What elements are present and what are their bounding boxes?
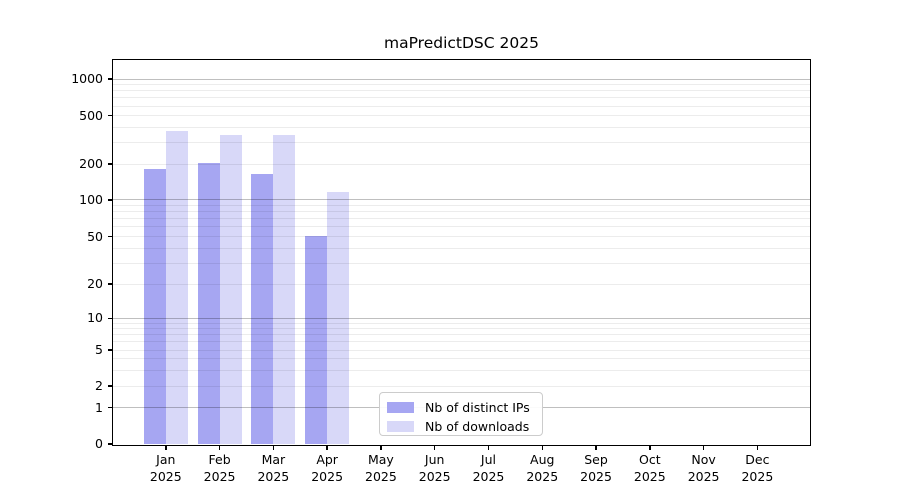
gridline-minor <box>113 262 810 264</box>
gridline-minor <box>113 97 810 99</box>
legend-item-downloads: Nb of downloads <box>380 417 542 436</box>
gridline-minor <box>113 226 810 228</box>
x-tick-label: Jul 2025 <box>472 452 505 484</box>
x-tick-mark <box>541 445 543 450</box>
bar-distinct-ips <box>251 173 274 444</box>
x-tick-label: Dec 2025 <box>741 452 774 484</box>
gridline-minor <box>113 218 810 220</box>
gridline-minor <box>113 84 810 86</box>
legend-swatch-distinct-ips <box>387 402 414 413</box>
x-tick-mark <box>595 445 597 450</box>
y-tick-label: 2 <box>95 378 103 393</box>
y-tick-label: 200 <box>79 156 103 171</box>
y-tick-mark <box>107 163 113 165</box>
x-tick-mark <box>433 445 436 450</box>
x-tick-mark <box>380 445 382 450</box>
x-tick-label: May 2025 <box>365 452 397 484</box>
gridline-minor <box>113 204 810 206</box>
y-tick-mark <box>107 443 113 445</box>
gridline-major <box>113 317 810 319</box>
gridline-minor <box>113 236 810 238</box>
gridline-minor <box>113 142 810 144</box>
x-tick-label: Aug 2025 <box>526 452 559 484</box>
legend-swatch-downloads <box>387 421 414 432</box>
x-tick-mark <box>649 445 651 450</box>
gridline-minor <box>113 126 810 128</box>
x-tick-mark <box>756 445 759 450</box>
gridline-minor <box>113 334 810 336</box>
x-tick-mark <box>218 445 221 450</box>
gridline-minor <box>113 369 810 371</box>
gridline-major <box>113 78 810 80</box>
x-tick-mark <box>702 445 705 450</box>
y-tick-label: 100 <box>79 191 103 207</box>
y-tick-mark <box>107 235 113 238</box>
y-tick-label: 500 <box>79 107 103 123</box>
legend-label-downloads: Nb of downloads <box>425 419 530 434</box>
x-tick-label: Oct 2025 <box>633 452 666 484</box>
y-tick-mark <box>107 199 113 201</box>
x-tick-label: Jun 2025 <box>418 452 451 484</box>
gridline-minor <box>113 163 810 165</box>
bar-downloads <box>165 130 188 444</box>
gridline-minor <box>113 349 810 351</box>
y-tick-mark <box>107 114 113 117</box>
x-tick-mark <box>326 445 328 450</box>
gridline-minor <box>113 105 810 107</box>
y-tick-mark <box>107 78 113 80</box>
y-tick-label: 1000 <box>71 71 103 86</box>
gridline-minor <box>113 385 810 387</box>
x-tick-label: Feb 2025 <box>203 452 236 484</box>
bar-distinct-ips <box>305 235 328 444</box>
gridline-minor <box>113 211 810 213</box>
bar-downloads <box>273 135 296 444</box>
gridline-minor <box>113 90 810 92</box>
y-tick-label: 5 <box>95 342 103 357</box>
x-tick-mark <box>165 445 167 450</box>
bar-distinct-ips <box>197 162 220 444</box>
y-tick-mark <box>107 317 113 320</box>
y-tick-mark <box>107 283 113 285</box>
x-tick-mark <box>272 445 275 450</box>
y-tick-mark <box>107 385 113 387</box>
legend-label-distinct-ips: Nb of distinct IPs <box>425 400 530 415</box>
x-tick-label: Sep 2025 <box>580 452 612 484</box>
y-tick-label: 20 <box>87 276 103 291</box>
y-tick-label: 1 <box>95 399 103 415</box>
x-tick-mark <box>487 445 490 450</box>
x-tick-label: Apr 2025 <box>311 452 344 484</box>
gridline-minor <box>113 322 810 324</box>
gridline-minor <box>113 283 810 285</box>
gridline-minor <box>113 115 810 117</box>
chart-title: maPredictDSC 2025 <box>384 34 539 52</box>
legend-item-distinct-ips: Nb of distinct IPs <box>380 398 542 417</box>
gridline-major <box>113 199 810 201</box>
x-tick-label: Nov 2025 <box>687 452 720 484</box>
y-tick-label: 10 <box>87 310 103 326</box>
bar-distinct-ips <box>143 169 166 444</box>
x-tick-label: Mar 2025 <box>257 452 290 484</box>
gridline-minor <box>113 341 810 343</box>
plot-area <box>113 60 810 444</box>
y-tick-label: 50 <box>87 228 103 244</box>
y-tick-label: 0 <box>95 436 103 451</box>
bar-downloads <box>327 191 350 444</box>
x-tick-label: Jan 2025 <box>149 452 182 484</box>
y-tick-mark <box>107 349 113 351</box>
legend: Nb of distinct IPs Nb of downloads <box>379 392 543 436</box>
y-tick-mark <box>107 406 113 409</box>
gridline-minor <box>113 328 810 329</box>
gridline-minor <box>113 247 810 249</box>
bar-downloads <box>219 134 242 444</box>
gridline-minor <box>113 358 810 360</box>
